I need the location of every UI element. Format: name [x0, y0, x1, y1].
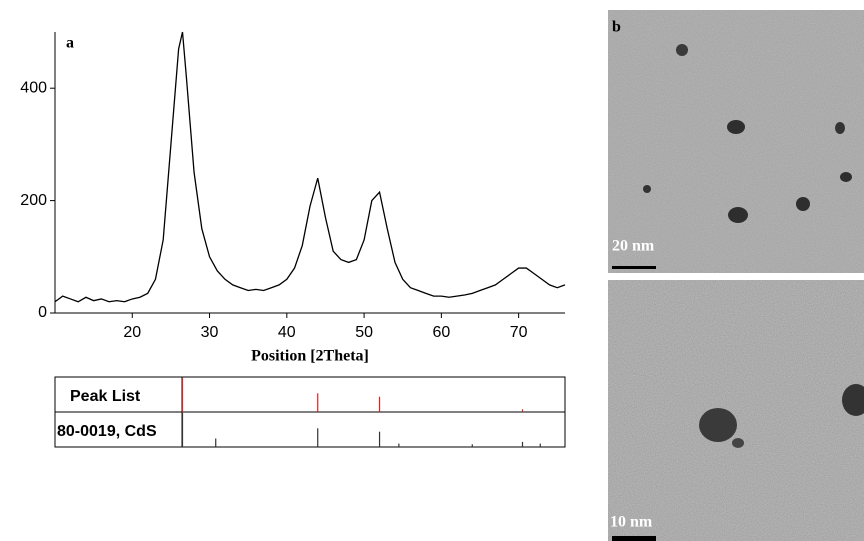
particle [699, 408, 737, 442]
scale-bar [612, 536, 656, 541]
tem-bottom: 10 nm [608, 280, 864, 541]
x-tick-label: 50 [355, 324, 373, 341]
tem-grain [608, 280, 864, 541]
x-tick-label: 30 [201, 324, 219, 341]
x-axis-label: Position [2Theta] [251, 348, 369, 365]
particle [643, 185, 651, 193]
panel-label: b [612, 19, 621, 36]
particle [728, 207, 748, 223]
y-tick-label: 0 [38, 304, 47, 321]
particle [732, 438, 744, 448]
reference-label: 80-0019, CdS [57, 423, 157, 440]
scale-label: 10 nm [610, 514, 653, 531]
x-tick-label: 40 [278, 324, 296, 341]
scale-bar [612, 266, 656, 269]
xrd-curve [54, 31, 566, 303]
particle [840, 172, 852, 182]
particle [842, 384, 864, 416]
particle [796, 197, 810, 211]
panel-label: a [66, 35, 74, 52]
particle [835, 122, 845, 134]
tem-grain [608, 10, 864, 273]
scale-label: 20 nm [612, 238, 655, 255]
particle [727, 120, 745, 134]
x-tick-label: 20 [123, 324, 141, 341]
x-tick-label: 70 [510, 324, 528, 341]
y-tick-label: 200 [20, 192, 47, 209]
particle [676, 44, 688, 56]
x-tick-label: 60 [432, 324, 450, 341]
peak-list-label: Peak List [70, 388, 141, 405]
tem-top: b 20 nm [608, 10, 864, 273]
y-tick-label: 400 [20, 79, 47, 96]
